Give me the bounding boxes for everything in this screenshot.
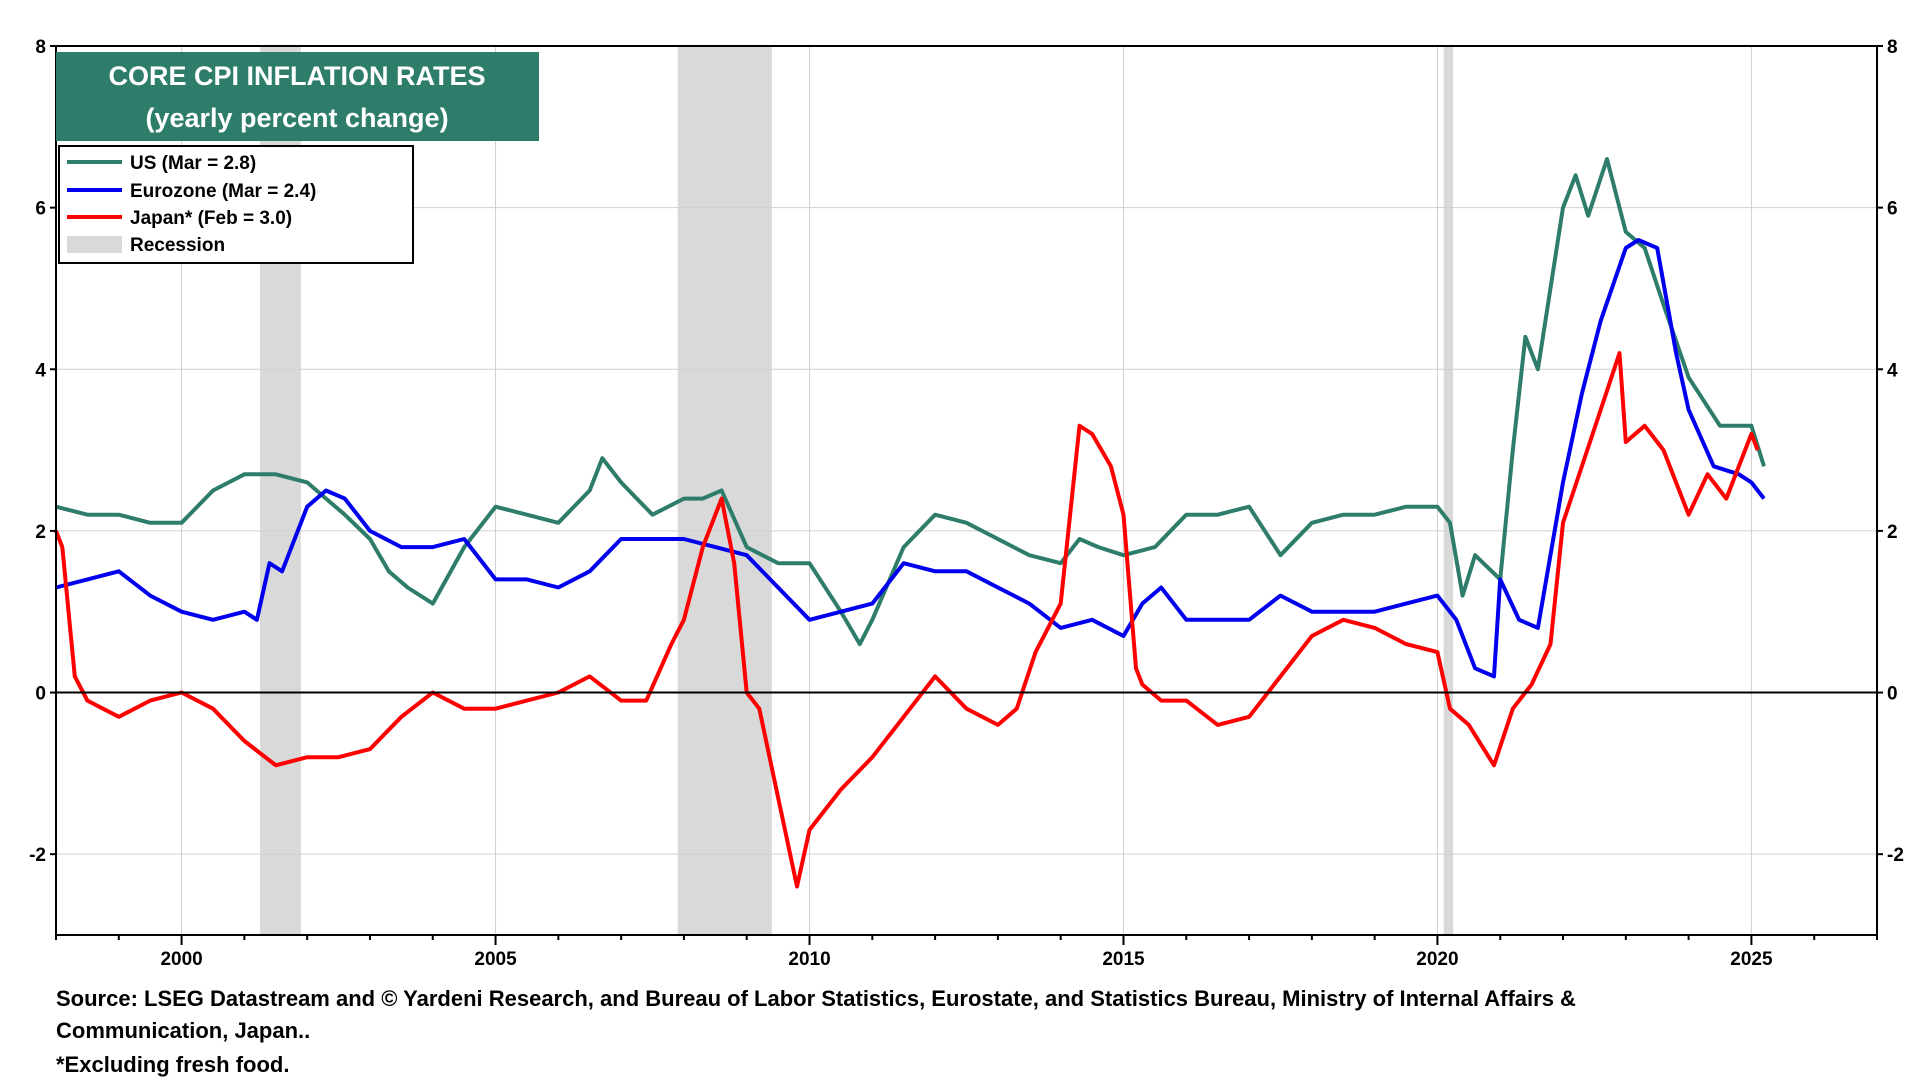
plot-frame [55,45,1878,936]
y-tick-label-left: 4 [35,360,46,381]
source-note-line-1: Source: LSEG Datastream and © Yardeni Re… [56,986,1576,1011]
x-tick-label-2025: 2025 [1730,949,1773,970]
footnote: *Excluding fresh food. [56,1052,290,1077]
y-tick-label-left: 0 [35,684,46,705]
y-tick-label-right: -2 [1887,845,1904,866]
legend-label-recession: Recession [130,235,225,256]
x-tick-label-2020: 2020 [1416,949,1458,970]
legend: US (Mar = 2.8) Eurozone (Mar = 2.4) Japa… [58,145,414,264]
legend-label-japan: Japan* (Feb = 3.0) [130,208,292,229]
x-tick-label-2010: 2010 [788,949,830,970]
source-note-line-2: Communication, Japan.. [56,1018,311,1043]
series-line-eurozone [55,238,1766,679]
y-tick-label-left: -2 [29,845,46,866]
y-tick-label-left: 8 [35,37,46,58]
recession-band-3 [1443,46,1454,935]
y-tick-label-left: 2 [35,522,46,543]
y-tick-label-right: 8 [1887,37,1898,58]
title-box: CORE CPI INFLATION RATES (yearly percent… [56,52,539,141]
recession-band-2 [677,46,772,935]
x-tick-label-2015: 2015 [1102,949,1145,970]
series-line-us [55,157,1766,647]
legend-label-eurozone: Eurozone (Mar = 2.4) [130,181,316,202]
title-background [56,52,539,141]
y-tick-label-right: 4 [1887,360,1898,381]
y-tick-label-right: 6 [1887,199,1898,220]
x-tick-label-2005: 2005 [474,949,517,970]
x-tick-label-2000: 2000 [160,949,202,970]
series-line-japan [54,351,1760,889]
series-lines [54,157,1766,889]
chart-title: CORE CPI INFLATION RATES [109,61,486,91]
y-tick-label-right: 2 [1887,522,1898,543]
legend-label-us: US (Mar = 2.8) [130,153,256,174]
y-tick-label-right: 0 [1887,684,1898,705]
legend-swatch-recession [67,236,122,253]
y-tick-label-left: 6 [35,199,46,220]
axes: -2 -2 0 0 2 2 4 4 6 6 8 8 2000 2005 2010 2015 2020 2025 [29,37,1904,970]
chart-subtitle: (yearly percent change) [145,103,448,133]
recession-bands [260,46,1454,935]
